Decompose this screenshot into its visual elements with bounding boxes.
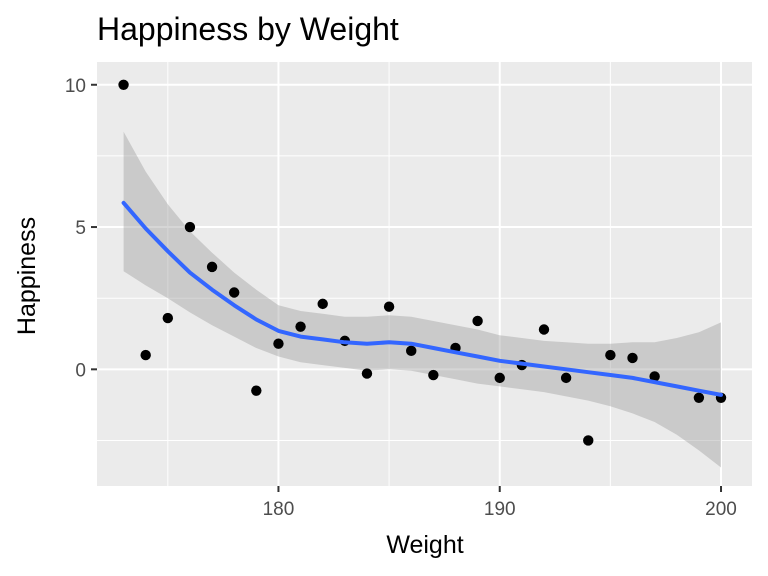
data-points [118, 79, 727, 446]
x-tick-label-2: 200 [705, 499, 737, 520]
grid-minor [97, 62, 752, 486]
data-point-9 [317, 298, 328, 310]
data-point-2 [162, 312, 174, 324]
grid-major [97, 62, 752, 486]
data-point-21 [583, 435, 594, 446]
data-point-3 [184, 221, 196, 233]
data-point-24 [649, 371, 660, 382]
data-point-23 [627, 352, 638, 364]
y-tick-label-1: 5 [75, 218, 86, 239]
x-tick-label-1: 190 [484, 499, 516, 520]
data-point-8 [295, 321, 306, 332]
x-axis-title: Weight [386, 531, 463, 559]
plot-panel [97, 62, 752, 486]
data-point-14 [428, 369, 439, 381]
data-point-16 [472, 315, 483, 327]
data-point-25 [693, 392, 705, 403]
data-point-17 [494, 372, 505, 384]
y-axis: 0 5 10 [65, 76, 97, 381]
data-point-19 [538, 324, 550, 335]
data-point-1 [140, 349, 151, 361]
y-tick-label-0: 0 [75, 360, 86, 381]
y-axis-title: Happiness [13, 217, 41, 335]
confidence-ribbon [123, 131, 722, 468]
data-point-22 [605, 349, 616, 361]
data-point-12 [383, 301, 395, 312]
data-point-0 [118, 79, 129, 90]
data-point-5 [228, 287, 240, 298]
smooth-line [121, 200, 723, 397]
data-point-6 [251, 385, 262, 396]
data-point-13 [406, 345, 417, 357]
y-tick-label-2: 10 [65, 76, 86, 97]
data-point-4 [206, 261, 218, 273]
data-point-11 [361, 368, 373, 379]
data-point-20 [560, 372, 572, 384]
x-axis: 180 190 200 [263, 486, 737, 520]
chart-title: Happiness by Weight [97, 11, 399, 47]
x-tick-label-0: 180 [263, 499, 295, 520]
data-point-7 [273, 338, 284, 349]
